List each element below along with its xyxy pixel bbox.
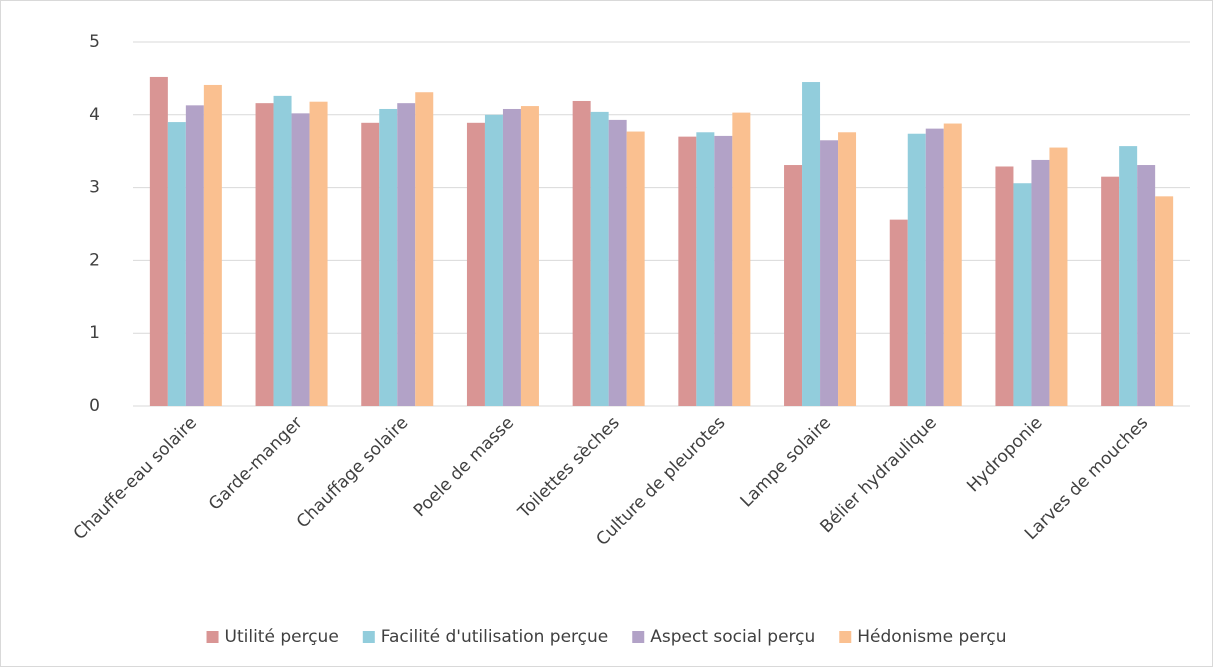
legend-swatch bbox=[206, 631, 219, 643]
bar bbox=[838, 132, 857, 406]
bar bbox=[273, 95, 292, 406]
legend-swatch bbox=[362, 631, 375, 643]
bar bbox=[466, 122, 485, 407]
y-tick-label: 1 bbox=[89, 323, 100, 343]
bar bbox=[995, 166, 1014, 406]
bar bbox=[943, 123, 962, 406]
bar bbox=[572, 100, 591, 406]
bar bbox=[502, 108, 521, 406]
y-tick-label: 5 bbox=[89, 32, 100, 52]
bar bbox=[309, 101, 328, 407]
bar bbox=[608, 119, 627, 407]
bar bbox=[484, 114, 503, 407]
bar bbox=[1101, 176, 1120, 406]
bar bbox=[415, 92, 434, 407]
y-tick-label: 3 bbox=[89, 178, 100, 198]
bar bbox=[397, 103, 416, 406]
bar bbox=[820, 140, 839, 406]
legend-label: Facilité d'utilisation perçue bbox=[381, 627, 608, 647]
legend-swatch bbox=[839, 631, 852, 643]
y-tick-label: 0 bbox=[89, 396, 100, 416]
y-tick-label: 4 bbox=[89, 105, 100, 125]
bar bbox=[1119, 146, 1138, 406]
bar bbox=[626, 131, 645, 406]
bar bbox=[255, 103, 274, 406]
legend-label: Aspect social perçu bbox=[650, 627, 815, 647]
bar bbox=[203, 84, 222, 407]
bar bbox=[714, 135, 733, 407]
bar bbox=[696, 132, 715, 406]
bar bbox=[784, 165, 803, 406]
bar bbox=[889, 219, 908, 406]
bar bbox=[907, 133, 926, 406]
bar bbox=[1137, 165, 1156, 406]
bar bbox=[361, 122, 380, 407]
legend-label: Utilité perçue bbox=[225, 627, 339, 647]
bar bbox=[1013, 183, 1032, 406]
bar bbox=[291, 113, 310, 407]
bar bbox=[590, 111, 609, 406]
bar bbox=[732, 112, 751, 406]
bar bbox=[1031, 159, 1050, 406]
bar bbox=[379, 108, 398, 406]
bar bbox=[520, 106, 539, 407]
bar bbox=[1155, 196, 1174, 406]
bar bbox=[925, 128, 944, 406]
bar bbox=[167, 122, 186, 406]
bar bbox=[185, 105, 204, 406]
legend-swatch bbox=[632, 631, 645, 643]
bar bbox=[1049, 147, 1068, 406]
bar bbox=[678, 136, 697, 406]
bar bbox=[149, 76, 168, 406]
legend-label: Hédonisme perçu bbox=[857, 627, 1006, 647]
y-tick-label: 2 bbox=[89, 250, 100, 270]
bar bbox=[802, 82, 821, 406]
